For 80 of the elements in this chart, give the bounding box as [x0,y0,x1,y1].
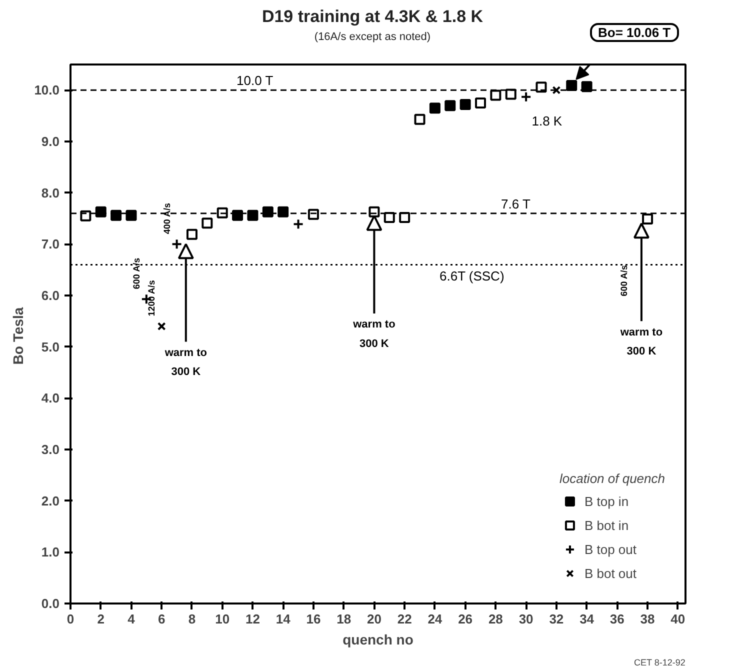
text: Bo= 10.06 T [590,23,679,42]
ref-line-label: 10.0 T [236,73,274,88]
point [232,210,244,221]
y-tick-label: 5.0 [41,339,60,354]
x-tick-label: 14 [276,612,292,626]
point [552,86,561,94]
legend-label: B bot in [584,518,629,532]
legend-label: B top out [584,542,637,556]
point [186,228,198,240]
point [581,81,592,92]
x-tick-label: 32 [549,612,564,626]
point [414,114,426,125]
point [399,212,410,223]
x-tick-label: 10 [215,612,230,626]
y-tick-label: 0.0 [41,596,60,611]
y-tick-label: 4.0 [41,390,60,406]
point [278,206,289,218]
ref-line-label: 7.6 T [501,196,530,212]
point [110,210,122,221]
x-tick-label: 24 [428,612,443,626]
y-tick-label: 8.0 [41,185,60,200]
chart-title: D19 training at 4.3K & 1.8 K [262,7,484,26]
y-tick-label: 10.0 [34,82,60,98]
ref-line-label: 6.6T (SSC) [440,268,504,284]
point [95,206,106,218]
point [429,102,440,114]
annotation: 600 A/s [619,265,629,296]
point [520,91,532,102]
x-tick-label: 8 [188,612,196,626]
point [126,210,137,221]
point [460,99,471,110]
x-tick-label: 22 [397,612,412,626]
point [475,98,486,108]
point [536,82,547,93]
x-tick-label: 26 [458,612,473,626]
point [262,206,274,218]
x-tick-label: 30 [518,612,534,626]
point [505,88,516,100]
legend-label: B bot out [584,566,637,580]
x-tick-label: 34 [580,612,595,626]
point [157,322,166,330]
annotation: warm to 300 K [164,346,208,378]
point [384,212,395,223]
text: CET 8-12-92 [634,658,686,667]
y-tick-label: 1.0 [41,544,60,560]
point [171,238,182,250]
x-tick-label: 38 [640,612,655,626]
y-axis-title: Bo Tesla [10,307,26,365]
x-tick-label: 28 [488,612,503,626]
y-tick-label: 6.0 [41,288,60,303]
annotation: warm to 300 K [352,318,396,350]
point [292,218,304,230]
annotation: 1200 A/s [146,280,157,316]
annotation: warm to 300 K [619,326,663,358]
x-tick-label: 18 [336,612,352,626]
point [490,90,502,101]
y-tick-label: 3.0 [41,442,60,457]
x-tick-label: 4 [128,612,136,626]
x-tick-label: 20 [366,612,382,626]
legend-label: B top in [584,494,629,508]
y-tick-label: 2.0 [41,493,60,508]
y-tick-label: 9.0 [41,134,60,149]
y-tick-label: 7.0 [41,236,60,252]
point [566,80,578,92]
annotation: 600 A/s [131,258,142,290]
x-tick-label: 40 [670,612,686,626]
x-tick-label: 2 [97,612,104,626]
x-tick-label: 36 [610,612,624,626]
point [444,100,456,112]
x-tick-label: 0 [66,612,74,626]
x-tick-label: 6 [158,612,166,626]
point [202,218,213,229]
point [247,210,258,221]
x-axis-title: quench no [342,632,414,648]
chart-subtitle: (16A/s except as noted) [314,31,431,43]
annotation: 1.8 K [532,114,562,129]
legend-title: location of quench [559,471,665,486]
x-tick-label: 12 [245,612,260,626]
point [642,214,654,225]
x-tick-label: 16 [306,612,321,626]
